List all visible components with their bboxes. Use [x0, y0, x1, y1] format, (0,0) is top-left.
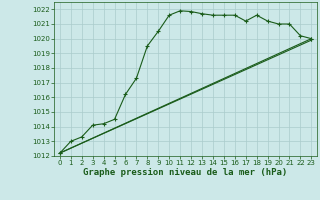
X-axis label: Graphe pression niveau de la mer (hPa): Graphe pression niveau de la mer (hPa) [84, 168, 288, 177]
